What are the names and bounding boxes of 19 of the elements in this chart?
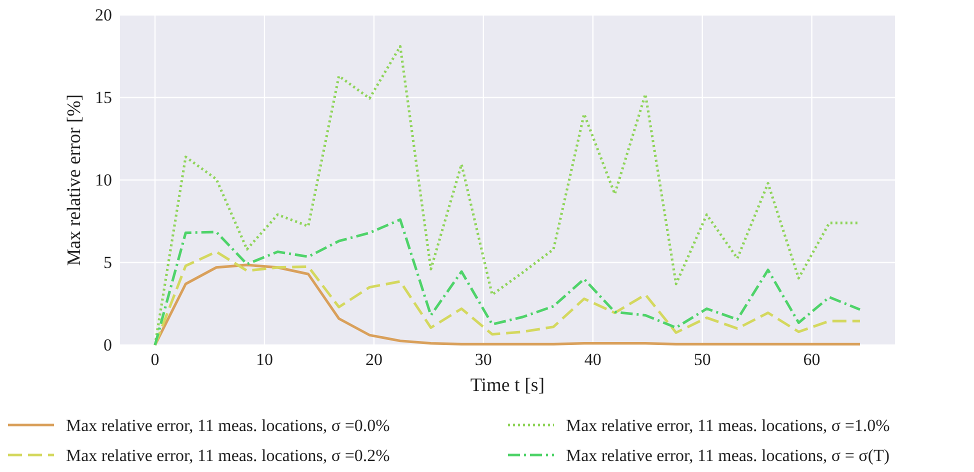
legend-label: Max relative error, 11 meas. locations, σ =1.0% bbox=[566, 416, 890, 435]
legend-label: Max relative error, 11 meas. locations, σ = σ(T) bbox=[566, 446, 890, 465]
x-tick-label: 30 bbox=[474, 350, 492, 370]
y-axis-title: Max relative error [%] bbox=[64, 94, 85, 266]
x-axis-title: Time t [s] bbox=[470, 375, 545, 396]
x-tick-label: 50 bbox=[694, 350, 711, 370]
x-tick-label: 40 bbox=[584, 350, 602, 370]
y-tick-label: 10 bbox=[95, 170, 112, 190]
legend-label: Max relative error, 11 meas. locations, σ =0.2% bbox=[66, 446, 390, 465]
y-tick-label: 0 bbox=[104, 335, 112, 354]
line-series bbox=[154, 218, 862, 346]
y-tick-label: 20 bbox=[95, 5, 112, 24]
y-tick-label: 5 bbox=[104, 252, 112, 272]
x-tick-label: 20 bbox=[365, 350, 382, 370]
x-tick-label: 60 bbox=[803, 350, 820, 370]
x-tick-label: 0 bbox=[150, 350, 160, 370]
legend-label: Max relative error, 11 meas. locations, σ =0.0% bbox=[66, 416, 390, 435]
y-tick-label: 15 bbox=[95, 88, 112, 107]
x-tick-label: 10 bbox=[256, 350, 273, 370]
